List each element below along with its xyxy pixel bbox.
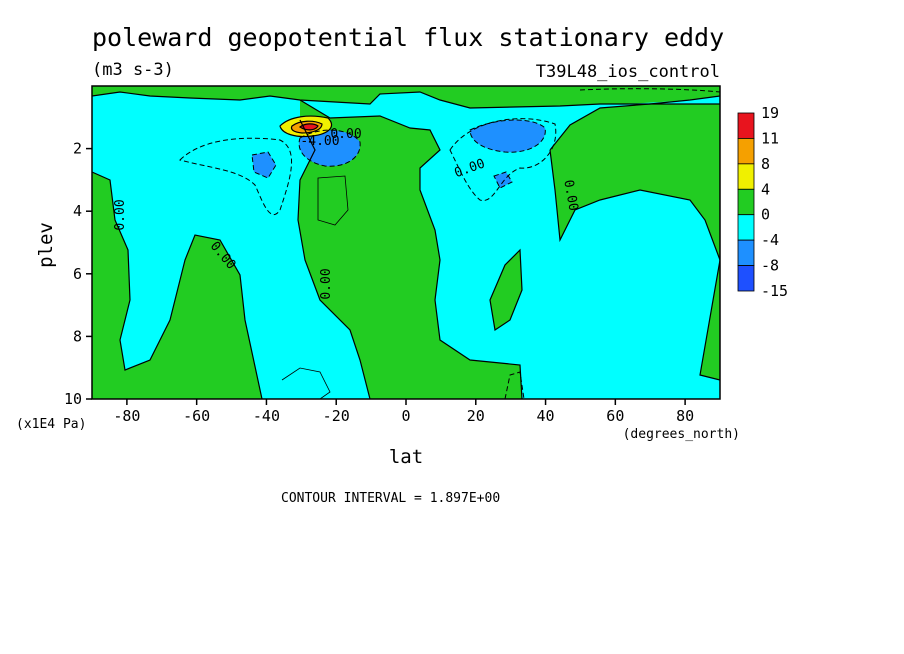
colorbar-swatch [737, 112, 755, 139]
colorbar-swatch [737, 214, 755, 241]
fill-min-south-2 [252, 152, 276, 178]
fill-top-band [92, 86, 720, 108]
run-label: T39L48_ios_control [536, 62, 720, 82]
fill-min-north [470, 120, 546, 153]
colorbar-label: 0 [761, 206, 770, 224]
colorbar-label: 8 [761, 155, 770, 173]
x-tick-label: -40 [253, 407, 280, 425]
colorbar-label: 4 [761, 180, 770, 198]
colorbar-label: 19 [761, 104, 779, 122]
chart-title: poleward geopotential flux stationary ed… [92, 23, 724, 52]
fill-min-south [299, 130, 361, 167]
contour-label: 0.00 [319, 268, 334, 299]
colorbar-swatch [737, 188, 755, 216]
y-tick-label: 4 [73, 202, 82, 220]
x-tick-label: -80 [113, 407, 140, 425]
colorbar-label: -15 [761, 282, 788, 300]
contour-interval-note: CONTOUR INTERVAL = 1.897E+00 [281, 491, 500, 506]
y-tick-label: 6 [73, 265, 82, 283]
contour-label: 0.00 [330, 127, 361, 142]
fill-north-green [550, 104, 720, 380]
x-tick-label: 60 [606, 407, 624, 425]
negative-contours [179, 88, 720, 399]
x-tick-label: 80 [676, 407, 694, 425]
contour-label: 0.00 [113, 199, 128, 230]
y-tick-label: 8 [73, 327, 82, 345]
colorbar: 19 11 8 4 0 -4 -8 -15 [737, 104, 788, 300]
y-axis-label: plev [35, 222, 57, 268]
y-axis: 2 4 6 8 10 [64, 140, 92, 408]
x-tick-label: -20 [323, 407, 350, 425]
chart-units: (m3 s-3) [92, 60, 174, 80]
colorbar-label: -4 [761, 231, 779, 249]
x-axis: -80 -60 -40 -20 0 20 40 60 80 [113, 399, 694, 425]
colorbar-swatch [737, 239, 755, 266]
contour-label: 0.00 [560, 179, 580, 212]
x-axis-units: (degrees_north) [623, 427, 740, 442]
fill-south-green [92, 172, 262, 399]
x-tick-label: -60 [183, 407, 210, 425]
colorbar-swatch [737, 163, 755, 190]
x-tick-label: 20 [467, 407, 485, 425]
y-axis-units: (x1E4 Pa) [16, 417, 86, 432]
x-axis-label: lat [389, 446, 423, 468]
x-tick-label: 0 [401, 407, 410, 425]
colorbar-swatch [737, 138, 755, 165]
colorbar-swatch [737, 265, 755, 292]
y-tick-label: 10 [64, 390, 82, 408]
colorbar-label: -8 [761, 257, 779, 275]
y-tick-label: 2 [73, 140, 82, 158]
fill-central-green [298, 100, 522, 399]
colorbar-label: 11 [761, 129, 779, 147]
contour-fills [92, 86, 720, 399]
contour-label: -4.00 [300, 134, 339, 149]
x-tick-label: 40 [537, 407, 555, 425]
